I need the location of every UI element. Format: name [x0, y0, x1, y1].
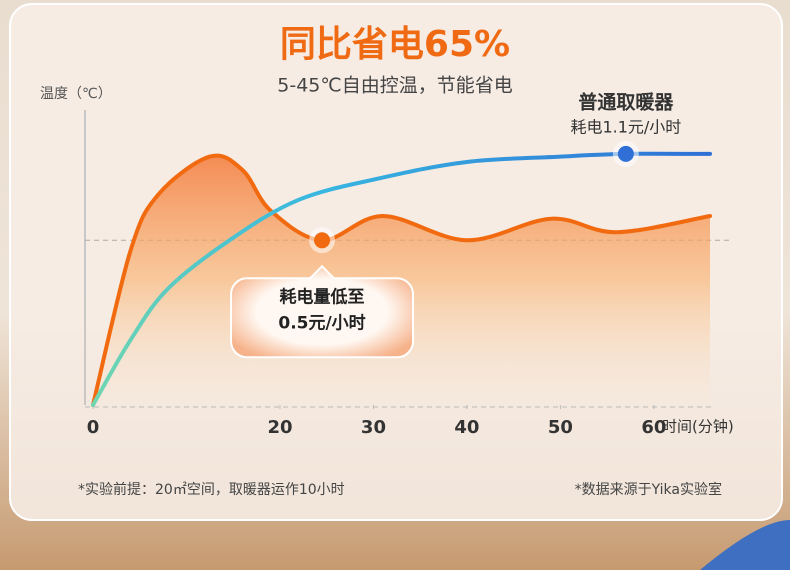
x-axis-label: 时间(分钟) — [662, 418, 734, 436]
corner-decor — [700, 520, 790, 570]
x-tick-label: 20 — [267, 417, 292, 438]
y-axis-label: 温度（℃） — [40, 86, 112, 102]
x-tick-label: 0 — [87, 417, 100, 438]
x-tick-label: 40 — [454, 417, 479, 438]
x-tick-label: 30 — [361, 417, 386, 438]
marker — [314, 232, 331, 249]
line — [91, 151, 712, 407]
title: 同比省电65% — [280, 24, 510, 65]
series-note: 耗电1.1元/小时 — [570, 118, 681, 137]
callout-text: 0.5元/小时 — [278, 313, 365, 333]
line — [91, 153, 712, 407]
marker — [617, 145, 634, 162]
callout-text: 耗电量低至 — [280, 286, 365, 307]
x-tick-label: 50 — [548, 417, 573, 438]
footnote: *实验前提：20㎡空间，取暖器运作10小时 — [78, 481, 345, 498]
footnote: *数据来源于Yika实验室 — [575, 481, 722, 498]
x-tick-label: 60 — [641, 417, 666, 438]
callout-bubble — [230, 264, 415, 359]
series-name: 普通取暖器 — [578, 91, 674, 114]
subtitle: 5-45℃自由控温，节能省电 — [277, 75, 512, 97]
